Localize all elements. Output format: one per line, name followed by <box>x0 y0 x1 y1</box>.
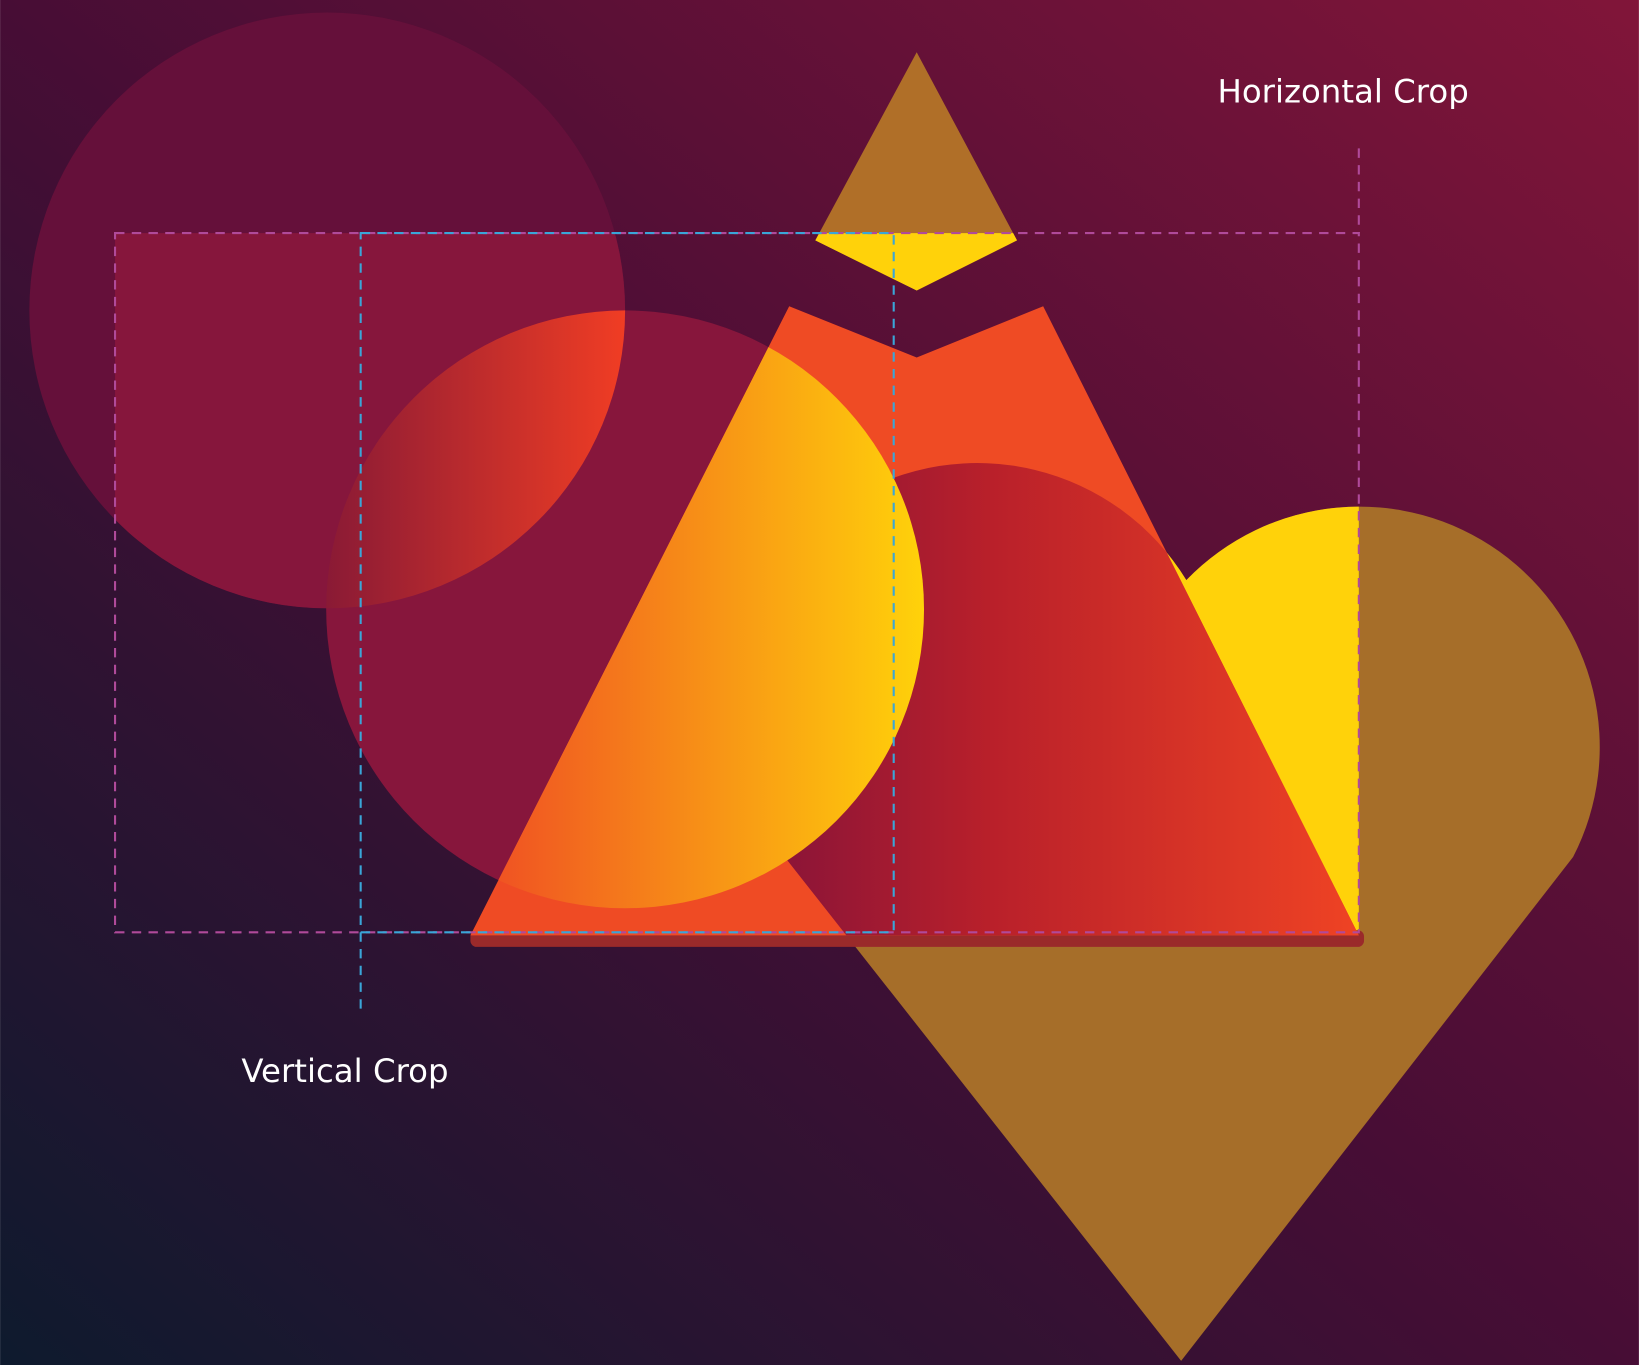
label: Horizontal Crop <box>1217 72 1468 110</box>
vertical-crop-frame <box>359 232 895 934</box>
circle-overlap <box>326 310 626 609</box>
diamond <box>815 52 1018 291</box>
diamond-crop-overlap <box>815 233 1018 291</box>
crop-guides <box>114 148 1360 1012</box>
label: Vertical Crop <box>241 1052 448 1090</box>
